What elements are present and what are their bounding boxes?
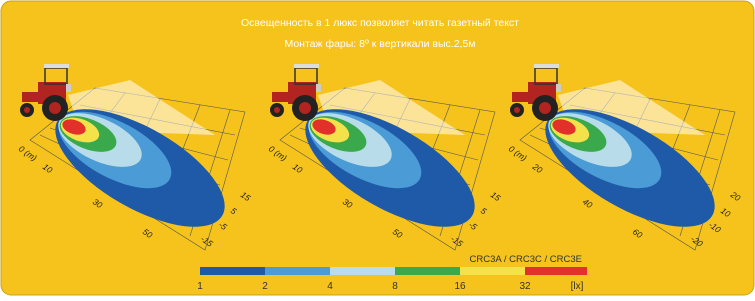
header-line: Освещенность в 1 люкс позволяет читать г…	[241, 17, 519, 29]
scale-label: 1	[197, 281, 203, 292]
scale-label: 8	[392, 281, 398, 292]
scale-label: 2	[262, 281, 268, 292]
color-scale	[200, 267, 587, 275]
scale-label: 32	[519, 281, 531, 292]
scale-label: 16	[454, 281, 466, 292]
header-line: Монтаж фары: 8º к вертикали выс.2,5м	[284, 38, 475, 50]
scale-label: [lx]	[571, 281, 584, 292]
legend-models: CRC3A / CRC3C / CRC3E	[470, 254, 582, 265]
illustration: Освещенность в 1 люкс позволяет читать г…	[0, 0, 755, 296]
scale-label: 4	[327, 281, 333, 292]
